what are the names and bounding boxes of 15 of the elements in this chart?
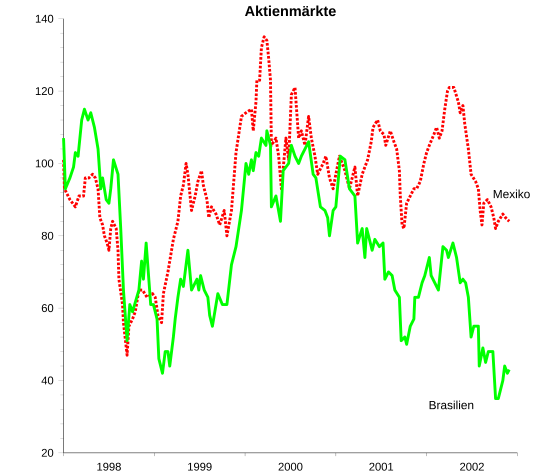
x-tick-label: 2001 — [369, 462, 394, 471]
x-tick-label: 1998 — [97, 462, 121, 471]
series-label: Mexiko — [494, 190, 530, 198]
y-tick-label: 60 — [42, 304, 54, 312]
x-tick-label: 2002 — [460, 462, 484, 471]
x-tick-label: 2000 — [278, 462, 302, 471]
y-tick-label: 100 — [36, 160, 54, 168]
y-tick-label: 140 — [36, 15, 54, 23]
y-tick-label: 40 — [41, 376, 54, 385]
y-tick-label: 120 — [36, 87, 54, 96]
y-tick-label: 80 — [42, 232, 54, 240]
y-tick-label: 20 — [42, 449, 54, 457]
x-tick-label: 1999 — [188, 462, 212, 471]
series-label: Brasilien — [430, 400, 474, 410]
chart-title: Aktienmärkte — [244, 6, 336, 16]
